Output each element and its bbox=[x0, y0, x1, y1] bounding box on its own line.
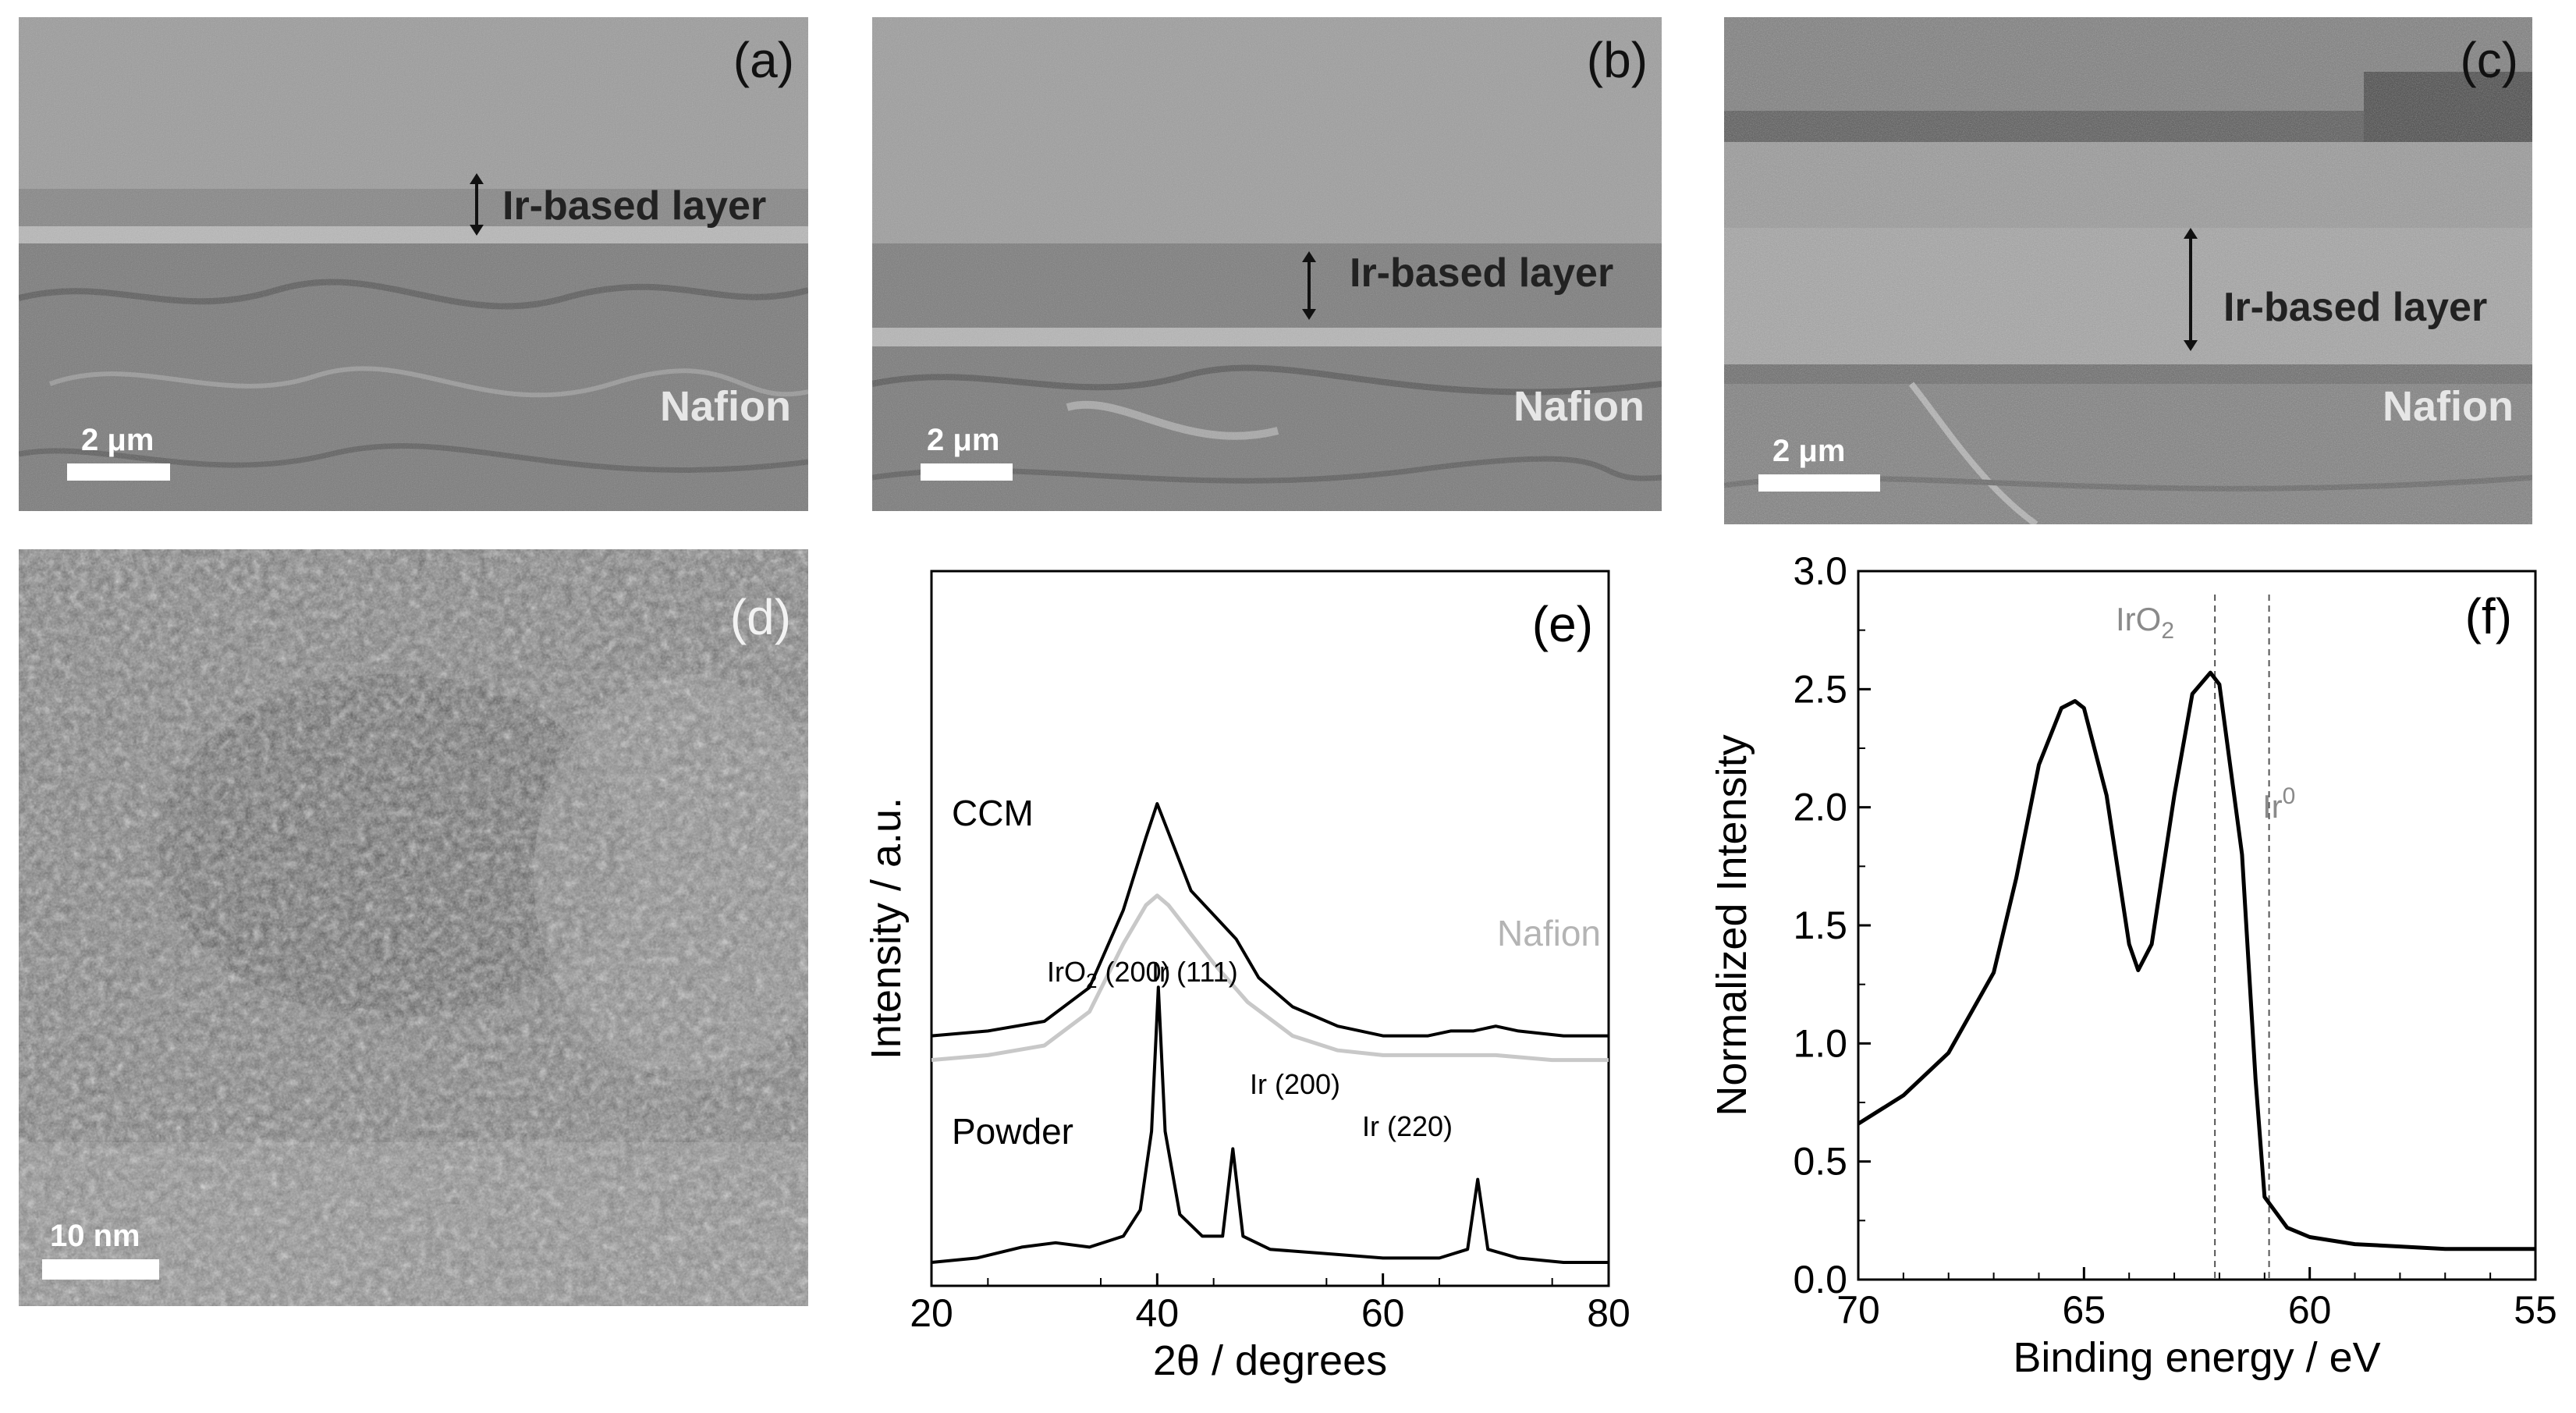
series-line-xps bbox=[1857, 670, 2535, 1251]
x-tick-label: 80 bbox=[1587, 1291, 1630, 1335]
x-tick-label: 70 bbox=[1836, 1288, 1880, 1332]
x-axis-title: 2θ / degrees bbox=[1153, 1337, 1387, 1384]
y-tick-label: 0.5 bbox=[1793, 1140, 1847, 1184]
scale-bar-label-a: 2 μm bbox=[81, 423, 154, 457]
ref-label-iro2: IrO2 bbox=[2116, 601, 2174, 644]
peak-label-ir-111: Ir (111) bbox=[1151, 956, 1238, 988]
x-axis-ticks: 20 40 60 80 bbox=[910, 1273, 1630, 1335]
axis-ticks: 70 65 60 55 0.0 0.5 1.0 1.5 2.0 2.5 3.0 bbox=[1793, 549, 2556, 1332]
reference-lines bbox=[2214, 595, 2270, 1280]
y-tick-label: 1.0 bbox=[1793, 1021, 1847, 1065]
x-tick-label: 55 bbox=[2514, 1288, 2557, 1332]
sem-micrograph-b bbox=[872, 17, 1662, 511]
plot-frame bbox=[930, 570, 1610, 1287]
peak-label-ir-200: Ir (200) bbox=[1250, 1068, 1340, 1100]
x-tick-label: 20 bbox=[910, 1291, 953, 1335]
y-axis-title: Normalized Intensity bbox=[1708, 734, 1755, 1116]
tem-micrograph-d bbox=[19, 549, 808, 1306]
x-tick-label: 40 bbox=[1136, 1291, 1180, 1335]
panel-label-d: (d) bbox=[729, 589, 791, 645]
scale-bar-c bbox=[1758, 474, 1880, 492]
series-label-powder: Powder bbox=[952, 1111, 1073, 1152]
nafion-label-a: Nafion bbox=[660, 383, 791, 430]
panel-label-c: (c) bbox=[2460, 32, 2518, 88]
panel-label-b: (b) bbox=[1586, 32, 1648, 88]
x-axis-title: Binding energy / eV bbox=[2013, 1334, 2380, 1381]
x-tick-label: 60 bbox=[1361, 1291, 1405, 1335]
scale-bar-a bbox=[67, 463, 170, 481]
panel-label-e: (e) bbox=[1532, 596, 1593, 652]
series-line-powder bbox=[931, 985, 1609, 1264]
series-label-ccm: CCM bbox=[952, 793, 1034, 833]
peak-label-iro2-200: IrO2 (200) bbox=[1047, 956, 1171, 992]
series-label-nafion: Nafion bbox=[1497, 913, 1601, 953]
plot-frame bbox=[1857, 570, 2537, 1281]
scale-bar-b bbox=[921, 463, 1013, 481]
panel-label-a: (a) bbox=[733, 32, 794, 88]
series-group bbox=[1857, 670, 2535, 1251]
y-tick-label: 2.0 bbox=[1793, 786, 1847, 829]
scale-bar-label-d: 10 nm bbox=[50, 1219, 140, 1253]
double-arrow-icon bbox=[1302, 251, 1316, 320]
layer-label-c: Ir-based layer bbox=[2223, 285, 2488, 330]
scale-bar-label-b: 2 μm bbox=[927, 423, 1000, 457]
double-arrow-icon bbox=[2184, 228, 2198, 351]
sem-image-c: (c) Ir-based layer Nafion 2 μm bbox=[1724, 17, 2532, 524]
scale-bar-d bbox=[42, 1259, 159, 1280]
layer-label-a: Ir-based layer bbox=[502, 183, 767, 229]
y-axis-title: Intensity / a.u. bbox=[863, 797, 910, 1060]
y-tick-label: 0.0 bbox=[1793, 1258, 1847, 1301]
series-group bbox=[931, 802, 1609, 1264]
x-tick-label: 60 bbox=[2288, 1288, 2332, 1332]
x-tick-label: 65 bbox=[2063, 1288, 2106, 1332]
panel-label-f: (f) bbox=[2465, 588, 2512, 644]
y-tick-label: 3.0 bbox=[1793, 549, 1847, 593]
peak-label-ir-220: Ir (220) bbox=[1362, 1110, 1453, 1142]
sem-micrograph-c bbox=[1724, 17, 2532, 524]
xrd-chart: 20 40 60 80 CCM Nafion Powder IrO2 (200) Ir… bbox=[863, 570, 1630, 1384]
series-line-nafion bbox=[931, 893, 1609, 1063]
xps-chart: 70 65 60 55 0.0 0.5 1.0 1.5 2.0 2.5 3.0 IrO2 Ir0 (… bbox=[1708, 549, 2557, 1381]
sem-image-b: (b) Ir-based layer Nafion 2 μm bbox=[872, 17, 1662, 511]
layer-label-b: Ir-based layer bbox=[1350, 250, 1614, 296]
series-line-ccm bbox=[931, 802, 1609, 1038]
nafion-label-c: Nafion bbox=[2383, 383, 2514, 430]
y-tick-label: 2.5 bbox=[1793, 667, 1847, 711]
tem-image-d: (d) 10 nm bbox=[19, 549, 808, 1306]
y-tick-label: 1.5 bbox=[1793, 904, 1847, 947]
scale-bar-label-c: 2 μm bbox=[1772, 434, 1846, 468]
nafion-label-b: Nafion bbox=[1513, 383, 1645, 430]
sem-micrograph-a bbox=[19, 17, 808, 511]
sem-image-a: (a) Ir-based layer Nafion 2 μm bbox=[19, 17, 808, 511]
double-arrow-icon bbox=[470, 173, 484, 236]
ref-label-ir0: Ir0 bbox=[2262, 783, 2295, 825]
